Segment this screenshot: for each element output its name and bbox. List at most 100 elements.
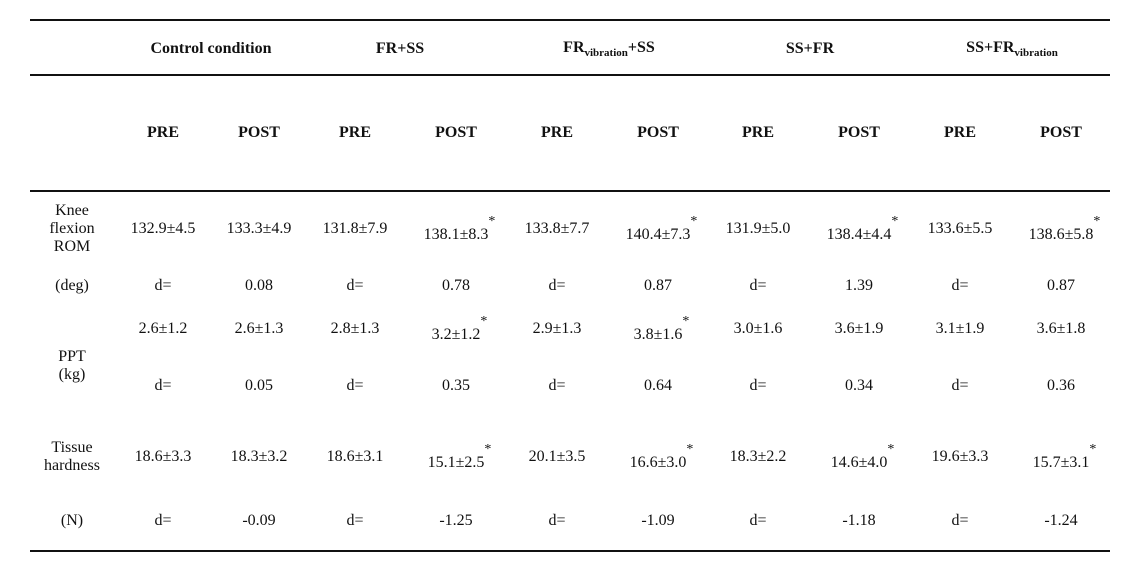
cell: d=	[749, 377, 767, 394]
cell: 2.9±1.3	[532, 320, 582, 337]
significance-mark: *	[690, 214, 698, 229]
cell: 0.64	[644, 377, 672, 394]
cell-value: 138.4±4.4 *	[826, 214, 899, 243]
cell: d=	[154, 512, 172, 529]
cell: 2.8±1.3	[330, 320, 380, 337]
cell: 18.6±3.3	[134, 448, 192, 465]
group-subscript: vibration	[584, 47, 628, 59]
cell: 0.87	[644, 277, 672, 294]
significance-mark: *	[1089, 442, 1097, 457]
cell: 0.35	[442, 377, 470, 394]
cell: 15.1±2.5 *	[427, 442, 492, 472]
cell: 18.3±3.2	[230, 448, 288, 465]
cell-value: 3.2±1.2 *	[431, 314, 488, 343]
cell: 20.1±3.5	[528, 448, 586, 465]
column-header: POST	[435, 124, 477, 141]
cell-value: 14.6±4.0 *	[830, 442, 895, 471]
column-header: PRE	[541, 124, 573, 141]
cell: 15.7±3.1 *	[1032, 442, 1097, 472]
row-label: Tissue hardness	[44, 439, 100, 474]
group-header: SS+FRvibration	[966, 39, 1058, 59]
column-header: PRE	[944, 124, 976, 141]
top-rule	[30, 19, 1110, 21]
cell: -1.18	[842, 512, 876, 529]
row-label: Knee flexion ROM	[49, 202, 95, 255]
cell: 3.6±1.8	[1036, 320, 1086, 337]
cell: d=	[749, 277, 767, 294]
cell: 19.6±3.3	[931, 448, 989, 465]
cell: d=	[951, 377, 969, 394]
column-header: POST	[637, 124, 679, 141]
cell: 133.3±4.9	[226, 220, 292, 237]
cell: 138.4±4.4 *	[826, 214, 899, 244]
cell: 3.8±1.6 *	[633, 314, 690, 344]
significance-mark: *	[686, 442, 694, 457]
cell: 14.6±4.0 *	[830, 442, 895, 472]
cell: 3.0±1.6	[733, 320, 783, 337]
column-header: POST	[838, 124, 880, 141]
cell: d=	[951, 277, 969, 294]
column-header: PRE	[147, 124, 179, 141]
cell: 18.6±3.1	[326, 448, 384, 465]
cell: 133.6±5.5	[927, 220, 993, 237]
cell: 0.78	[442, 277, 470, 294]
cell: d=	[951, 512, 969, 529]
cell: d=	[346, 277, 364, 294]
cell: 3.1±1.9	[935, 320, 985, 337]
significance-mark: *	[484, 442, 492, 457]
cell: 0.87	[1047, 277, 1075, 294]
group-header: FR+SS	[376, 40, 424, 58]
cell: 0.34	[845, 377, 873, 394]
cell: d=	[154, 377, 172, 394]
cell: 0.36	[1047, 377, 1075, 394]
cell: 2.6±1.2	[138, 320, 188, 337]
group-name: SS+FR	[966, 39, 1015, 56]
cell-value: 16.6±3.0 *	[629, 442, 694, 471]
group-header: FRvibration+SS	[563, 39, 655, 59]
cell: -1.09	[641, 512, 675, 529]
significance-mark: *	[488, 214, 496, 229]
cell: d=	[548, 277, 566, 294]
cell-value: 138.6±5.8 *	[1028, 214, 1101, 243]
cell: 133.8±7.7	[524, 220, 590, 237]
significance-mark: *	[887, 442, 895, 457]
cell: 3.2±1.2 *	[431, 314, 488, 344]
cell: 18.3±2.2	[729, 448, 787, 465]
cell: 131.9±5.0	[725, 220, 791, 237]
cell-value: 15.7±3.1 *	[1032, 442, 1097, 471]
cell: -0.09	[242, 512, 276, 529]
column-header: PRE	[339, 124, 371, 141]
group-name: FR	[563, 39, 585, 56]
column-header: POST	[238, 124, 280, 141]
cell: -1.25	[439, 512, 473, 529]
significance-mark: *	[480, 314, 488, 329]
group-name: SS+FR	[785, 40, 835, 57]
group-header: SS+FR	[786, 40, 834, 58]
group-name: FR+SS	[375, 40, 425, 57]
row-label: (deg)	[55, 277, 89, 294]
bottom-rule	[30, 550, 1110, 552]
group-suffix: +SS	[627, 39, 655, 56]
cell: 138.6±5.8 *	[1028, 214, 1101, 244]
cell: 2.6±1.3	[234, 320, 284, 337]
cell: 138.1±8.3 *	[423, 214, 496, 244]
cell: d=	[346, 512, 364, 529]
group-header: Control condition	[150, 40, 271, 58]
row-label: (N)	[60, 512, 84, 529]
cell: 131.8±7.9	[322, 220, 388, 237]
column-header: PRE	[742, 124, 774, 141]
cell: d=	[749, 512, 767, 529]
header-rule	[30, 74, 1110, 76]
cell-value: 138.1±8.3 *	[423, 214, 496, 243]
group-subscript: vibration	[1014, 47, 1058, 59]
significance-mark: *	[891, 214, 899, 229]
cell-value: 140.4±7.3 *	[625, 214, 698, 243]
cell-value: 3.8±1.6 *	[633, 314, 690, 343]
cell: d=	[154, 277, 172, 294]
cell: 0.08	[245, 277, 273, 294]
subheader-rule	[30, 190, 1110, 192]
significance-mark: *	[682, 314, 690, 329]
significance-mark: *	[1093, 214, 1101, 229]
cell-value: 15.1±2.5 *	[427, 442, 492, 471]
